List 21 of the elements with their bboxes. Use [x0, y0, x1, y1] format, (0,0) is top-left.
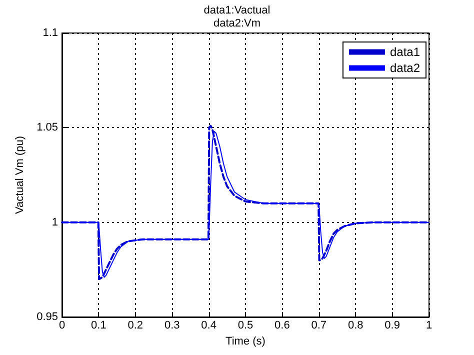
x-tick-label: 0: [58, 320, 66, 332]
x-tick-label: 0.9: [384, 320, 400, 332]
x-tick-label: 0.2: [128, 320, 144, 332]
chart-subtitle: data2:Vm: [213, 18, 261, 30]
legend-label: data1: [390, 45, 420, 59]
x-tick-label: 1: [426, 320, 432, 332]
chart-title: data1:Vactual: [204, 4, 270, 16]
y-tick-label: 1.05: [36, 122, 58, 134]
x-tick-label: 0.4: [201, 320, 216, 332]
y-axis-title: Vactual Vm (pu): [14, 136, 26, 214]
x-tick-label: 0.1: [91, 320, 106, 332]
y-tick-label: 0.95: [36, 311, 58, 323]
y-tick-label: 1.1: [42, 27, 58, 39]
x-tick-label: 0.5: [238, 320, 254, 332]
x-tick-label: 0.6: [274, 320, 290, 332]
x-tick-label: 0.8: [348, 320, 364, 332]
x-tick-label: 0.3: [164, 320, 180, 332]
y-tick-label: 1: [52, 216, 58, 228]
legend-label: data2: [390, 61, 420, 75]
x-axis-title: Time (s): [226, 335, 266, 348]
x-tick-label: 0.7: [311, 320, 327, 332]
